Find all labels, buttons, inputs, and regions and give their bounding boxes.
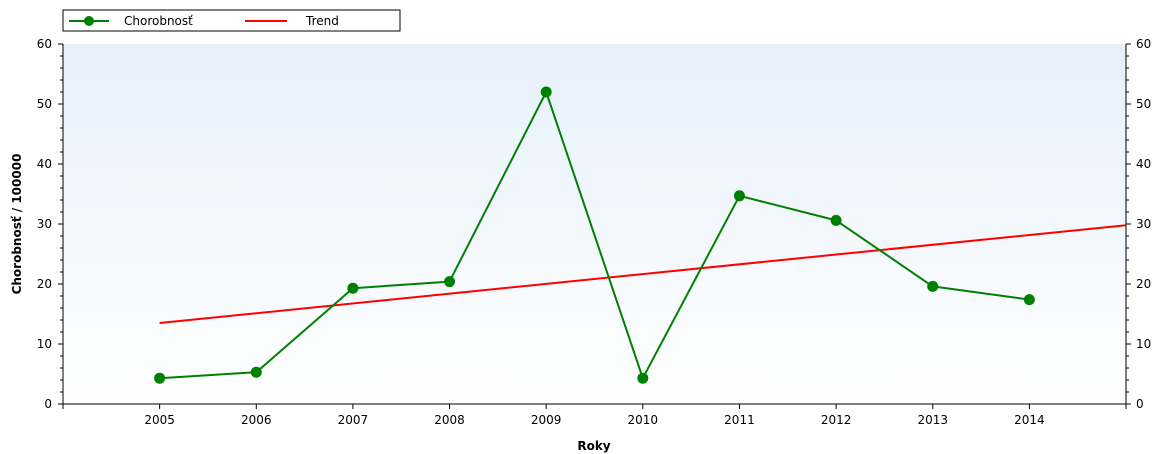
y-tick-label-left: 30 xyxy=(37,217,52,231)
y-tick-label-left: 20 xyxy=(37,277,52,291)
series-group xyxy=(154,86,1127,384)
data-point-chorobnost xyxy=(830,214,842,226)
x-tick-label: 2014 xyxy=(1014,413,1045,427)
y-tick-label-right: 0 xyxy=(1136,397,1144,411)
data-point-chorobnost xyxy=(733,190,745,202)
data-point-chorobnost xyxy=(347,282,359,294)
legend-label-chorobnost: Chorobnosť xyxy=(124,14,193,28)
x-tick-label: 2006 xyxy=(241,413,272,427)
data-point-chorobnost xyxy=(444,276,456,288)
plot-area xyxy=(63,44,1126,404)
x-tick-label: 2011 xyxy=(724,413,755,427)
y-tick-label-left: 60 xyxy=(37,37,52,51)
x-tick-label: 2009 xyxy=(531,413,562,427)
y-axis-title: Chorobnosť / 100000 xyxy=(10,154,24,295)
y-tick-label-right: 10 xyxy=(1136,337,1151,351)
tick-group: 0 0 10 10 20 20 30 30 40 40 50 50 60 60 2005 2006 2007 20… xyxy=(37,37,1152,427)
series-line-trend xyxy=(159,224,1127,324)
legend-box xyxy=(62,9,401,32)
x-tick-label: 2013 xyxy=(917,413,948,427)
x-tick-label: 2008 xyxy=(434,413,465,427)
data-point-chorobnost xyxy=(250,366,262,378)
x-axis-title: Roky xyxy=(577,439,610,453)
data-point-chorobnost xyxy=(540,86,552,98)
y-tick-label-left: 10 xyxy=(37,337,52,351)
y-tick-label-left: 40 xyxy=(37,157,52,171)
x-tick-label: 2005 xyxy=(144,413,175,427)
series-line-chorobnost xyxy=(159,91,1030,380)
y-tick-label-left: 50 xyxy=(37,97,52,111)
data-point-chorobnost xyxy=(637,372,649,384)
data-point-chorobnost xyxy=(927,280,939,292)
y-tick-label-right: 50 xyxy=(1136,97,1151,111)
legend-label-trend: Trend xyxy=(305,14,339,28)
x-tick-label: 2012 xyxy=(821,413,852,427)
y-tick-label-right: 20 xyxy=(1136,277,1151,291)
legend-marker-chorobnost xyxy=(84,16,94,26)
x-tick-label: 2007 xyxy=(338,413,369,427)
x-tick-label: 2010 xyxy=(628,413,659,427)
y-tick-label-left: 0 xyxy=(44,397,52,411)
data-point-chorobnost xyxy=(1023,294,1035,306)
y-tick-label-right: 40 xyxy=(1136,157,1151,171)
data-point-chorobnost xyxy=(154,372,166,384)
y-tick-label-right: 30 xyxy=(1136,217,1151,231)
legend: Chorobnosť Trend xyxy=(62,9,401,32)
y-tick-label-right: 60 xyxy=(1136,37,1151,51)
